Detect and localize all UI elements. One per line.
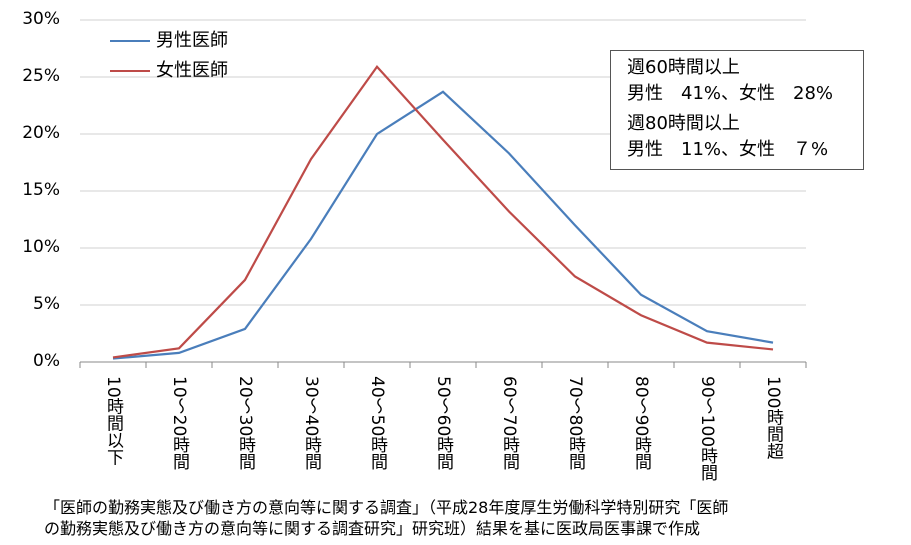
legend-swatch-male [110, 40, 150, 42]
legend-item-female: 女性医師 [110, 56, 228, 82]
legend-label-female: 女性医師 [156, 60, 228, 81]
x-tick-label: 30～40時間 [301, 376, 321, 471]
y-tick-label: 15% [22, 180, 60, 200]
source-caption: 「医師の勤務実態及び働き方の意向等に関する調査」（平成28年度厚生労働科学特別研… [44, 497, 728, 539]
y-tick-label: 0% [33, 351, 60, 371]
x-tick-label: 90～100時間 [697, 376, 717, 482]
x-tick-label: 100時間超 [763, 376, 783, 460]
annotation-line: 週80時間以上 [627, 113, 740, 134]
annotation-box: 週60時間以上 男性 41%、女性 28% 週80時間以上 男性 11%、女性 … [610, 50, 864, 170]
legend-item-male: 男性医師 [110, 26, 228, 52]
x-tick-label: 40～50時間 [367, 376, 387, 471]
legend-swatch-female [110, 70, 150, 72]
x-tick-label: 70～80時間 [565, 376, 585, 471]
x-tick-label: 10時間以下 [103, 376, 123, 466]
caption-line: 「医師の勤務実態及び働き方の意向等に関する調査」（平成28年度厚生労働科学特別研… [44, 498, 729, 517]
y-tick-label: 5% [33, 294, 60, 314]
x-tick-label: 50～60時間 [433, 376, 453, 471]
y-tick-label: 20% [22, 123, 60, 143]
x-tick-label: 80～90時間 [631, 376, 651, 471]
annotation-line: 週60時間以上 [627, 57, 740, 78]
y-tick-label: 25% [22, 66, 60, 86]
annotation-line: 男性 41%、女性 28% [627, 83, 834, 104]
x-tick-label: 10～20時間 [169, 376, 189, 471]
x-tick-label: 20～30時間 [235, 376, 255, 471]
y-tick-label: 30% [22, 9, 60, 29]
legend-label-male: 男性医師 [156, 30, 228, 51]
x-tick-label: 60～70時間 [499, 376, 519, 471]
y-tick-label: 10% [22, 237, 60, 257]
caption-line: の勤務実態及び働き方の意向等に関する調査研究」研究班）結果を基に医政局医事課で作… [44, 519, 701, 538]
annotation-line: 男性 11%、女性 ７% [627, 139, 829, 160]
